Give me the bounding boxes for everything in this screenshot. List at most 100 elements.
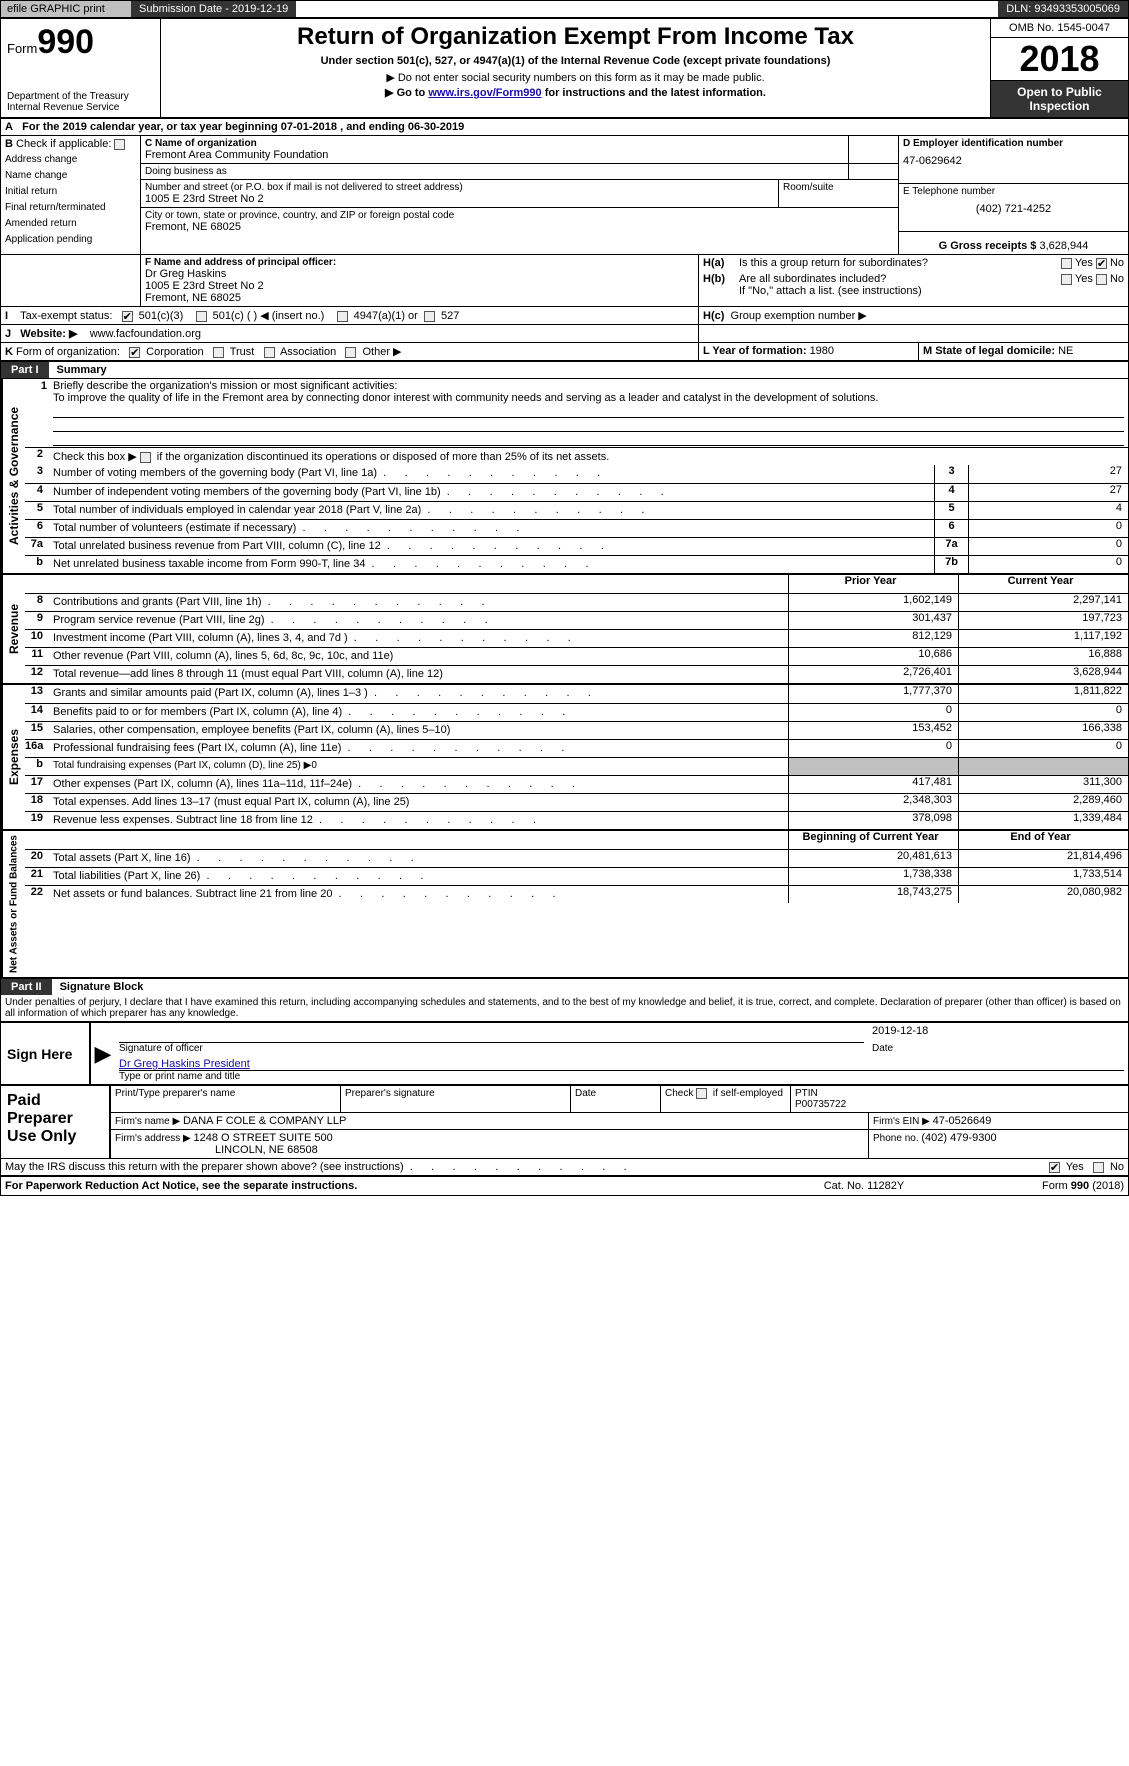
officer-street: 1005 E 23rd Street No 2 [145,280,694,292]
e18-text: Total expenses. Add lines 13–17 (must eq… [49,794,788,811]
s7b-value: 0 [968,556,1128,573]
4947-checkbox[interactable] [337,311,348,322]
e16a-prior: 0 [788,740,958,757]
checkbox-icon[interactable] [114,139,125,150]
s1-label: Briefly describe the organization's miss… [53,380,397,392]
corp-checkbox[interactable] [129,347,140,358]
part-ii-box: Part II [1,979,52,995]
org-name: Fremont Area Community Foundation [145,149,844,161]
s3-text: Number of voting members of the governin… [49,465,934,483]
street-label: Number and street (or P.O. box if mail i… [145,182,774,193]
e13-text: Grants and similar amounts paid (Part IX… [49,685,788,703]
part-i-title: Summary [49,362,1128,378]
part-ii-header: Part II Signature Block [1,977,1128,995]
self-employed-checkbox[interactable] [696,1088,707,1099]
b-initial-return: Initial return [5,184,136,200]
discuss-text: May the IRS discuss this return with the… [5,1161,964,1173]
col-boy: Beginning of Current Year [788,831,958,849]
527-checkbox[interactable] [424,311,435,322]
discontinued-checkbox[interactable] [140,452,151,463]
e19-prior: 378,098 [788,812,958,829]
form-header: Form990 Department of the Treasury Inter… [1,17,1128,117]
line-a: A For the 2019 calendar year, or tax yea… [1,117,1128,135]
other-checkbox[interactable] [345,347,356,358]
discuss-no-checkbox[interactable] [1093,1162,1104,1173]
f-label: F Name and address of principal officer: [145,257,694,268]
n21-boy: 1,738,338 [788,868,958,885]
r8-prior: 1,602,149 [788,594,958,611]
g-row: G Gross receipts $ 3,628,944 [899,232,1128,254]
yes-label: Yes [1075,257,1093,269]
r12-text: Total revenue—add lines 8 through 11 (mu… [49,666,788,683]
s4-text: Number of independent voting members of … [49,484,934,501]
sidebar-revenue: Revenue [1,575,25,683]
e15-prior: 153,452 [788,722,958,739]
b-address-change: Address change [5,152,136,168]
hb-no-checkbox[interactable] [1096,274,1107,285]
paid-preparer-label: Paid Preparer Use Only [1,1086,111,1158]
form-prefix: Form [7,41,37,56]
irs-label: Internal Revenue Service [7,102,154,113]
g-label: G Gross receipts $ [939,240,1040,252]
e14-prior: 0 [788,704,958,721]
firm-phone: (402) 479-9300 [921,1132,996,1144]
tax-year: 2018 [991,38,1128,81]
e16b-text: Total fundraising expenses (Part IX, col… [49,758,788,775]
e14-curr: 0 [958,704,1128,721]
instructions-link[interactable]: www.irs.gov/Form990 [428,87,541,99]
no-label: No [1110,257,1124,269]
n22-text: Net assets or fund balances. Subtract li… [49,886,788,903]
officer-city: Fremont, NE 68025 [145,292,694,304]
section-b: B Check if applicable: Address change Na… [1,136,141,254]
discuss-yes-checkbox[interactable] [1049,1162,1060,1173]
assoc-checkbox[interactable] [264,347,275,358]
r12-curr: 3,628,944 [958,666,1128,683]
city-value: Fremont, NE 68025 [145,221,894,233]
street-value: 1005 E 23rd Street No 2 [145,193,774,205]
sidebar-activities-governance: Activities & Governance [1,379,25,573]
arrow-icon: ▶ [91,1023,115,1084]
s7a-text: Total unrelated business revenue from Pa… [49,538,934,555]
ptin-value: P00735722 [795,1099,1124,1110]
prep-name-label: Print/Type preparer's name [111,1086,341,1112]
prep-sig-label: Preparer's signature [341,1086,571,1112]
l-label: L Year of formation: [703,345,810,357]
e18-prior: 2,348,303 [788,794,958,811]
self-employed-col: Check if self-employed [661,1086,791,1112]
r10-prior: 812,129 [788,630,958,647]
e19-curr: 1,339,484 [958,812,1128,829]
k-label: Form of organization: [16,346,120,358]
501c3-checkbox[interactable] [122,311,133,322]
hc-text: Group exemption number ▶ [731,310,867,322]
line-a-text2: , and ending [340,121,408,133]
m-label: M State of legal domicile: [923,345,1058,357]
sidebar-expenses: Expenses [1,685,25,829]
501c-checkbox[interactable] [196,311,207,322]
trust-checkbox[interactable] [213,347,224,358]
firm-name: DANA F COLE & COMPANY LLP [183,1115,346,1127]
state-domicile: NE [1058,345,1073,357]
e15-curr: 166,338 [958,722,1128,739]
s6-value: 0 [968,520,1128,537]
hb-yes-checkbox[interactable] [1061,274,1072,285]
submission-date: Submission Date - 2019-12-19 [131,1,296,17]
dba-label: Doing business as [145,166,844,177]
e16b-prior-gray [788,758,958,775]
n20-text: Total assets (Part X, line 16) [49,850,788,867]
firm-addr-label: Firm's address ▶ [115,1133,194,1144]
c-label: C Name of organization [145,138,844,149]
firm-addr2: LINCOLN, NE 68508 [215,1144,864,1156]
city-label: City or town, state or province, country… [145,210,894,221]
subtitle-3: ▶ Go to www.irs.gov/Form990 for instruct… [171,86,980,99]
part-ii-title: Signature Block [52,979,1128,995]
phone-value: (402) 721-4252 [903,203,1124,215]
s3-value: 27 [968,465,1128,483]
ha-no-checkbox[interactable] [1096,258,1107,269]
e16b-curr-gray [958,758,1128,775]
s7a-value: 0 [968,538,1128,555]
sign-here-label: Sign Here [1,1023,91,1084]
ha-yes-checkbox[interactable] [1061,258,1072,269]
e13-curr: 1,811,822 [958,685,1128,703]
open-public: Open to Public Inspection [991,81,1128,117]
mission-text: To improve the quality of life in the Fr… [53,392,878,404]
